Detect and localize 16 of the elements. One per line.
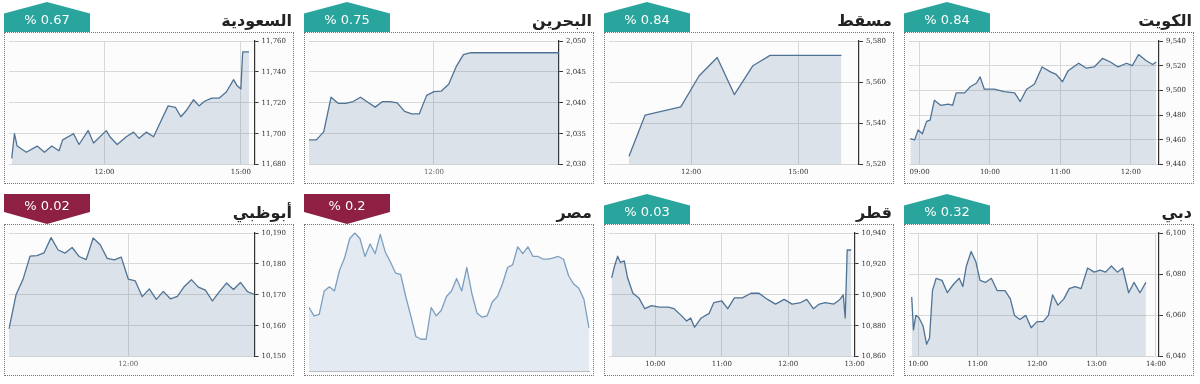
chart-title: السعودية (221, 11, 292, 30)
chart-title: أبوظبي (232, 203, 292, 222)
chart-subtitle: % 0.84 (604, 2, 690, 32)
chart-subtitle: % 0.32 (904, 194, 990, 224)
chart-subtitle: % 0.2 (304, 194, 390, 224)
chart-title: الكويت (1138, 11, 1192, 30)
chart-title: قطر (855, 203, 892, 222)
chart-title: مسقط (837, 11, 892, 30)
chart-subtitle: % 0.03 (604, 194, 690, 224)
chart-title: مصر (556, 203, 592, 222)
chart-subtitle: % 0.02 (4, 194, 90, 224)
chart-title: دبي (1161, 203, 1192, 222)
chart-subtitle: % 0.67 (4, 2, 90, 32)
chart-subtitle: % 0.84 (904, 2, 990, 32)
chart-title: البحرين (532, 11, 592, 30)
chart-subtitle: % 0.75 (304, 2, 390, 32)
